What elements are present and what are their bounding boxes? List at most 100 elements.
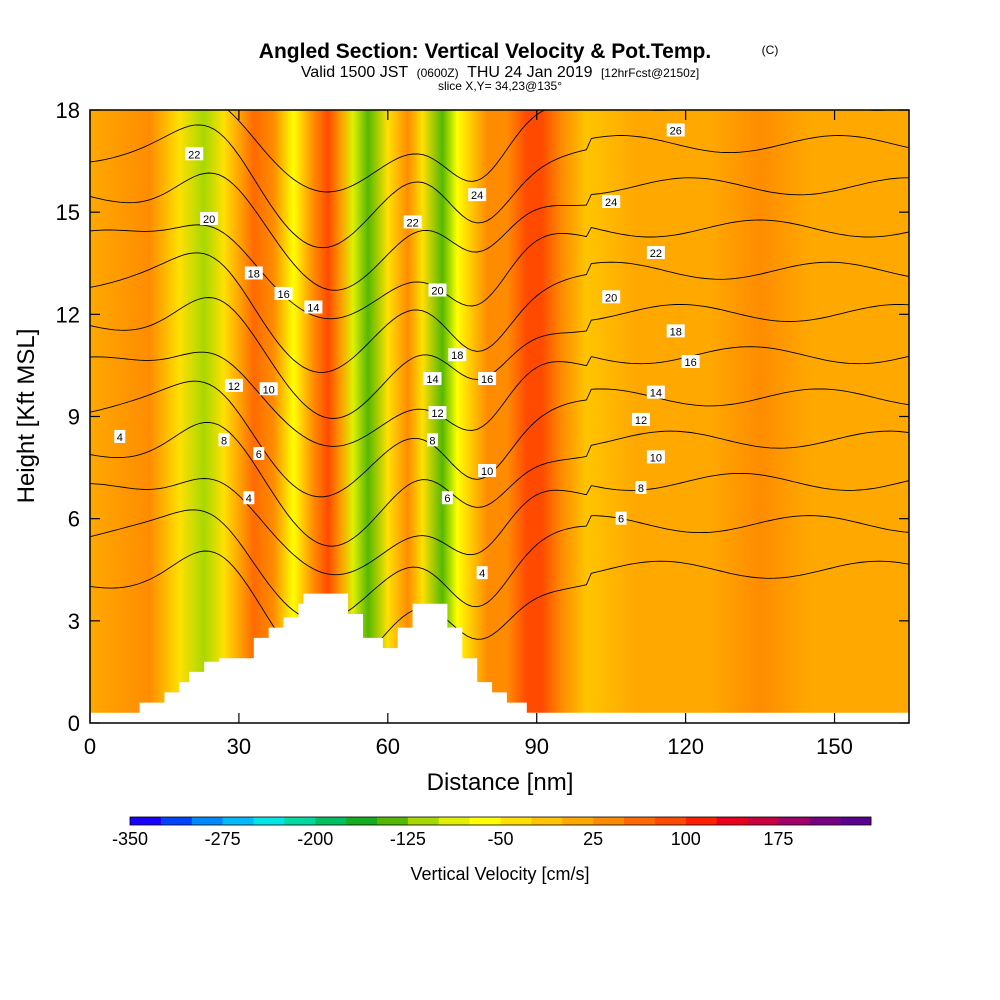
y-tick-label: 12 xyxy=(56,302,80,327)
subtitle-forecast: [12hrFcst@2150z] xyxy=(601,66,699,80)
theta-contour-line xyxy=(90,297,909,419)
theta-contours xyxy=(90,110,909,678)
title-unit: (C) xyxy=(762,43,779,57)
contour-label-text: 24 xyxy=(471,190,483,202)
colorbar-tick-label: 175 xyxy=(763,829,793,849)
contour-label-bg xyxy=(631,412,650,426)
colorbar-label: Vertical Velocity [cm/s] xyxy=(410,864,589,884)
theta-contour-line xyxy=(90,550,909,678)
contour-label-bg xyxy=(681,355,700,369)
colorbar-swatch xyxy=(438,817,470,825)
contour-label-text: 10 xyxy=(650,452,662,464)
y-tick-label: 0 xyxy=(68,711,80,736)
contour-label-bg xyxy=(114,429,126,443)
contour-label: 4 xyxy=(114,429,126,444)
contour-label-bg xyxy=(253,446,265,460)
colorbar-tick-label: -50 xyxy=(487,829,513,849)
contour-label: 12 xyxy=(224,378,243,393)
colorbar-swatch xyxy=(160,817,193,825)
colorbar-swatch xyxy=(840,817,872,825)
contour-label: 10 xyxy=(478,463,497,478)
contour-label-text: 6 xyxy=(256,449,262,461)
contour-label-bg xyxy=(200,211,219,225)
contour-label-text: 4 xyxy=(479,568,485,580)
contour-label-bg xyxy=(448,348,467,362)
colorbar-tick-label: -275 xyxy=(205,829,241,849)
contour-label-bg xyxy=(478,372,497,386)
theta-contour-line xyxy=(90,252,909,373)
contour-label-text: 16 xyxy=(481,374,493,386)
contour-label-text: 18 xyxy=(248,268,260,280)
x-tick-label: 30 xyxy=(227,734,251,759)
contour-label-bg xyxy=(218,433,230,447)
contour-label-text: 10 xyxy=(263,384,275,396)
contour-label-text: 14 xyxy=(307,303,319,315)
colorbar-swatch xyxy=(624,817,656,825)
subtitle-utc: (0600Z) xyxy=(417,66,459,80)
x-tick-label: 90 xyxy=(524,734,548,759)
contour-label-text: 4 xyxy=(117,432,123,444)
colorbar-frame xyxy=(129,816,872,826)
colorbar-swatch xyxy=(377,817,409,825)
colorbar-swatch xyxy=(562,817,594,825)
contour-label-bg xyxy=(428,283,447,297)
y-tick-label: 18 xyxy=(56,98,80,123)
contour-label-bg xyxy=(274,286,293,300)
contour-label: 6 xyxy=(253,446,265,461)
contour-label: 8 xyxy=(635,481,647,495)
subtitle-date: THU 24 Jan 2019 xyxy=(467,64,593,81)
contour-label: 20 xyxy=(602,290,621,304)
contour-label: 16 xyxy=(274,286,293,301)
contour-label-bg xyxy=(666,324,685,338)
contour-label: 22 xyxy=(403,215,422,229)
contour-label: 22 xyxy=(185,147,204,161)
contour-label: 18 xyxy=(448,348,467,362)
colorbar-swatch xyxy=(469,817,501,825)
contour-label-text: 14 xyxy=(426,374,438,386)
y-tick-label: 9 xyxy=(68,405,80,430)
contour-label-bg xyxy=(259,382,278,396)
colorbar-swatch xyxy=(222,817,254,825)
contour-label: 18 xyxy=(244,266,263,280)
colorbar-tick-label: 100 xyxy=(671,829,701,849)
contour-label-text: 16 xyxy=(684,357,696,369)
contour-label-text: 16 xyxy=(277,289,289,301)
contour-label-text: 8 xyxy=(429,435,435,447)
contour-label-text: 12 xyxy=(228,381,240,393)
contour-label-text: 26 xyxy=(670,125,682,137)
contour-label-bg xyxy=(224,378,243,392)
contour-label: 16 xyxy=(681,355,700,369)
contour-labels: 4 12 10 8 6 4 18 16 14 20 22 22 24 20 18 16 14 12 8 10 6 4 26 2… xyxy=(114,123,700,580)
colorbar-swatch xyxy=(407,817,440,825)
contour-label-bg xyxy=(426,433,438,447)
y-tick-label: 6 xyxy=(68,507,80,532)
contour-label: 4 xyxy=(476,566,488,580)
theta-contour-line xyxy=(90,472,909,576)
contour-label-bg xyxy=(602,194,621,208)
contour-label-text: 8 xyxy=(221,435,227,447)
colorbar-tick-label: -350 xyxy=(112,829,148,849)
contour-label: 12 xyxy=(428,406,447,420)
contour-label-bg xyxy=(304,300,323,314)
contour-label-bg xyxy=(635,481,647,495)
contour-label: 24 xyxy=(468,188,487,202)
chart-title: Angled Section: Vertical Velocity & Pot.… xyxy=(259,40,711,63)
contour-label-bg xyxy=(185,147,204,161)
terrain-mask xyxy=(90,593,909,723)
theta-contour-line xyxy=(90,380,909,498)
velocity-field xyxy=(90,110,909,723)
colorbar-tick-label: -200 xyxy=(297,829,333,849)
y-tick-label: 3 xyxy=(68,609,80,634)
contour-label: 8 xyxy=(218,433,230,447)
contour-label-bg xyxy=(646,385,665,399)
colorbar-swatch xyxy=(716,817,748,825)
x-axis-ticks: 0 30 60 90 120 150 xyxy=(84,110,853,759)
contour-label-bg xyxy=(666,123,685,137)
colorbar-tick-label: -125 xyxy=(390,829,426,849)
slice-label: slice X,Y= 34,23@135° xyxy=(438,79,562,93)
colorbar-swatch xyxy=(346,817,378,825)
contour-label-bg xyxy=(646,450,665,464)
theta-contour-line xyxy=(90,346,909,447)
colorbar-swatch xyxy=(253,817,285,825)
